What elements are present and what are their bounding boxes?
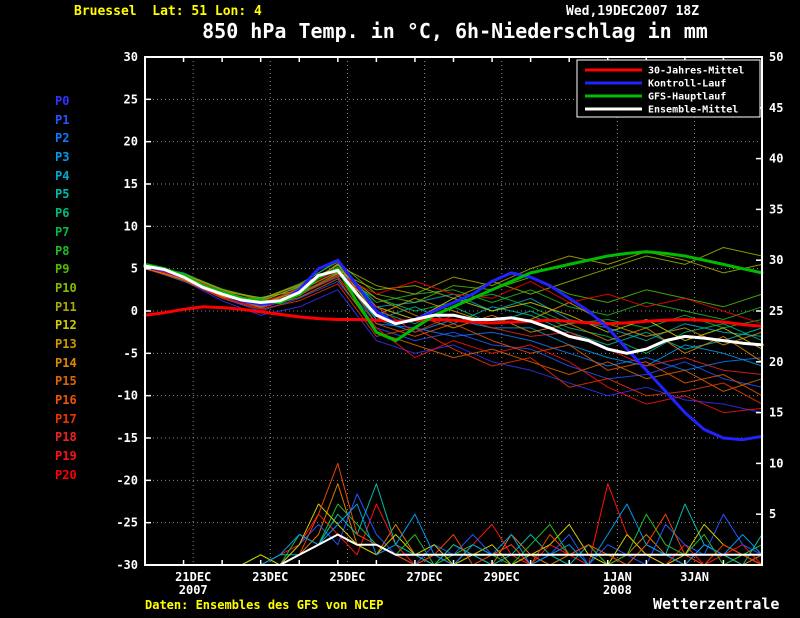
main-line-30-Jahres-Mittel — [143, 305, 764, 328]
temp-tick-label: 25 — [124, 92, 138, 106]
date-tick-label: 21DEC — [175, 570, 211, 584]
precip-line-6 — [145, 462, 763, 566]
temp-tick-label: 0 — [131, 304, 138, 318]
data-source-note: Daten: Ensembles des GFS von NCEP — [145, 598, 384, 612]
ensemble-member-lines — [144, 247, 763, 414]
temp-tick-label: 20 — [124, 135, 138, 149]
member-label-P18: P18 — [55, 430, 77, 445]
legend-label: GFS-Hauptlauf — [648, 92, 726, 103]
date-tick-label: 23DEC — [252, 570, 288, 584]
legend-label: Ensemble-Mittel — [648, 104, 738, 116]
member-label-P19: P19 — [55, 449, 77, 464]
precip-tick-label: 50 — [769, 50, 783, 64]
member-label-P8: P8 — [55, 243, 70, 258]
temp-tick-label: -5 — [124, 346, 138, 360]
axis-labels: 302520151050-5-10-15-20-25-3050454035302… — [116, 50, 783, 597]
brand-label: Wetterzentrale — [653, 595, 780, 613]
member-label-P4: P4 — [55, 168, 70, 183]
legend: 30-Jahres-Mittel Kontroll-Lauf GFS-Hauptla… — [576, 59, 761, 118]
temp-tick-label: -25 — [116, 516, 138, 530]
member-label-P6: P6 — [55, 206, 70, 221]
member-line-P17 — [144, 268, 763, 405]
member-label-P7: P7 — [55, 224, 70, 239]
precip-line-0 — [145, 483, 763, 566]
member-label-P15: P15 — [55, 374, 77, 389]
member-line-P1 — [144, 266, 763, 388]
member-label-P14: P14 — [55, 355, 77, 370]
member-label-P13: P13 — [55, 336, 77, 351]
member-line-P15 — [144, 267, 763, 392]
precip-tick-label: 5 — [769, 507, 776, 521]
temp-tick-label: 5 — [131, 262, 138, 276]
page-title: 850 hPa Temp. in °C, 6h-Niederschlag in … — [202, 19, 708, 43]
precip-line-4 — [145, 483, 763, 566]
main-line-GFS-Hauptlauf — [143, 250, 764, 343]
year-tick-label: 2008 — [603, 583, 632, 597]
temp-tick-label: -10 — [116, 389, 138, 403]
precip-tick-label: 25 — [769, 304, 783, 318]
member-label-P10: P10 — [55, 280, 77, 295]
station-header: Bruessel Lat: 51 Lon: 4 — [74, 4, 262, 19]
date-tick-label: 29DEC — [484, 570, 520, 584]
precip-lines — [145, 462, 763, 566]
precip-tick-label: 10 — [769, 456, 783, 470]
member-label-P11: P11 — [55, 299, 77, 314]
temp-tick-label: 30 — [124, 50, 138, 64]
member-label-P16: P16 — [55, 393, 77, 407]
date-tick-label: 25DEC — [329, 570, 365, 584]
run-datetime: Wed,19DEC2007 18Z — [566, 4, 700, 19]
legend-label: Kontroll-Lauf — [648, 79, 726, 90]
member-line-P19 — [144, 266, 763, 414]
precip-tick-label: 30 — [769, 253, 783, 267]
date-tick-label: 3JAN — [680, 570, 709, 584]
temp-tick-label: -15 — [116, 431, 138, 445]
main-line-Kontroll-Lauf — [143, 258, 764, 442]
member-list: P0 P1 P2 P3 P4 P5 P6 P7 P8 P9 P10 P11 P12 P13 P14 P15 P1… — [55, 92, 77, 484]
member-label-P0: P0 — [55, 94, 70, 108]
precip-line-1 — [145, 483, 763, 566]
main-line-Ensemble-Mittel — [143, 264, 764, 355]
precip-tick-label: 45 — [769, 101, 783, 115]
main-lines — [143, 250, 764, 442]
precip-tick-label: 15 — [769, 406, 783, 420]
member-label-P9: P9 — [55, 262, 70, 277]
date-tick-label: 27DEC — [407, 570, 443, 584]
temp-tick-label: -30 — [116, 558, 138, 572]
member-line-P14 — [144, 264, 763, 363]
member-label-P20: P20 — [55, 467, 77, 482]
precip-tick-label: 40 — [769, 152, 783, 166]
member-label-P12: P12 — [55, 318, 77, 333]
temp-tick-label: -20 — [116, 473, 138, 487]
temp-tick-label: 15 — [124, 177, 138, 191]
legend-label: 30-Jahres-Mittel — [648, 65, 744, 77]
member-label-P17: P17 — [55, 411, 77, 426]
temp-tick-label: 10 — [124, 219, 138, 233]
year-tick-label: 2007 — [179, 583, 208, 597]
member-label-P2: P2 — [55, 131, 70, 146]
member-label-P5: P5 — [55, 187, 70, 202]
precip-tick-label: 20 — [769, 355, 783, 369]
precip-tick-label: 35 — [769, 202, 783, 216]
member-label-P3: P3 — [55, 150, 70, 165]
date-tick-label: 1JAN — [603, 570, 632, 584]
gridlines — [145, 57, 762, 565]
member-label-P1: P1 — [55, 112, 70, 127]
